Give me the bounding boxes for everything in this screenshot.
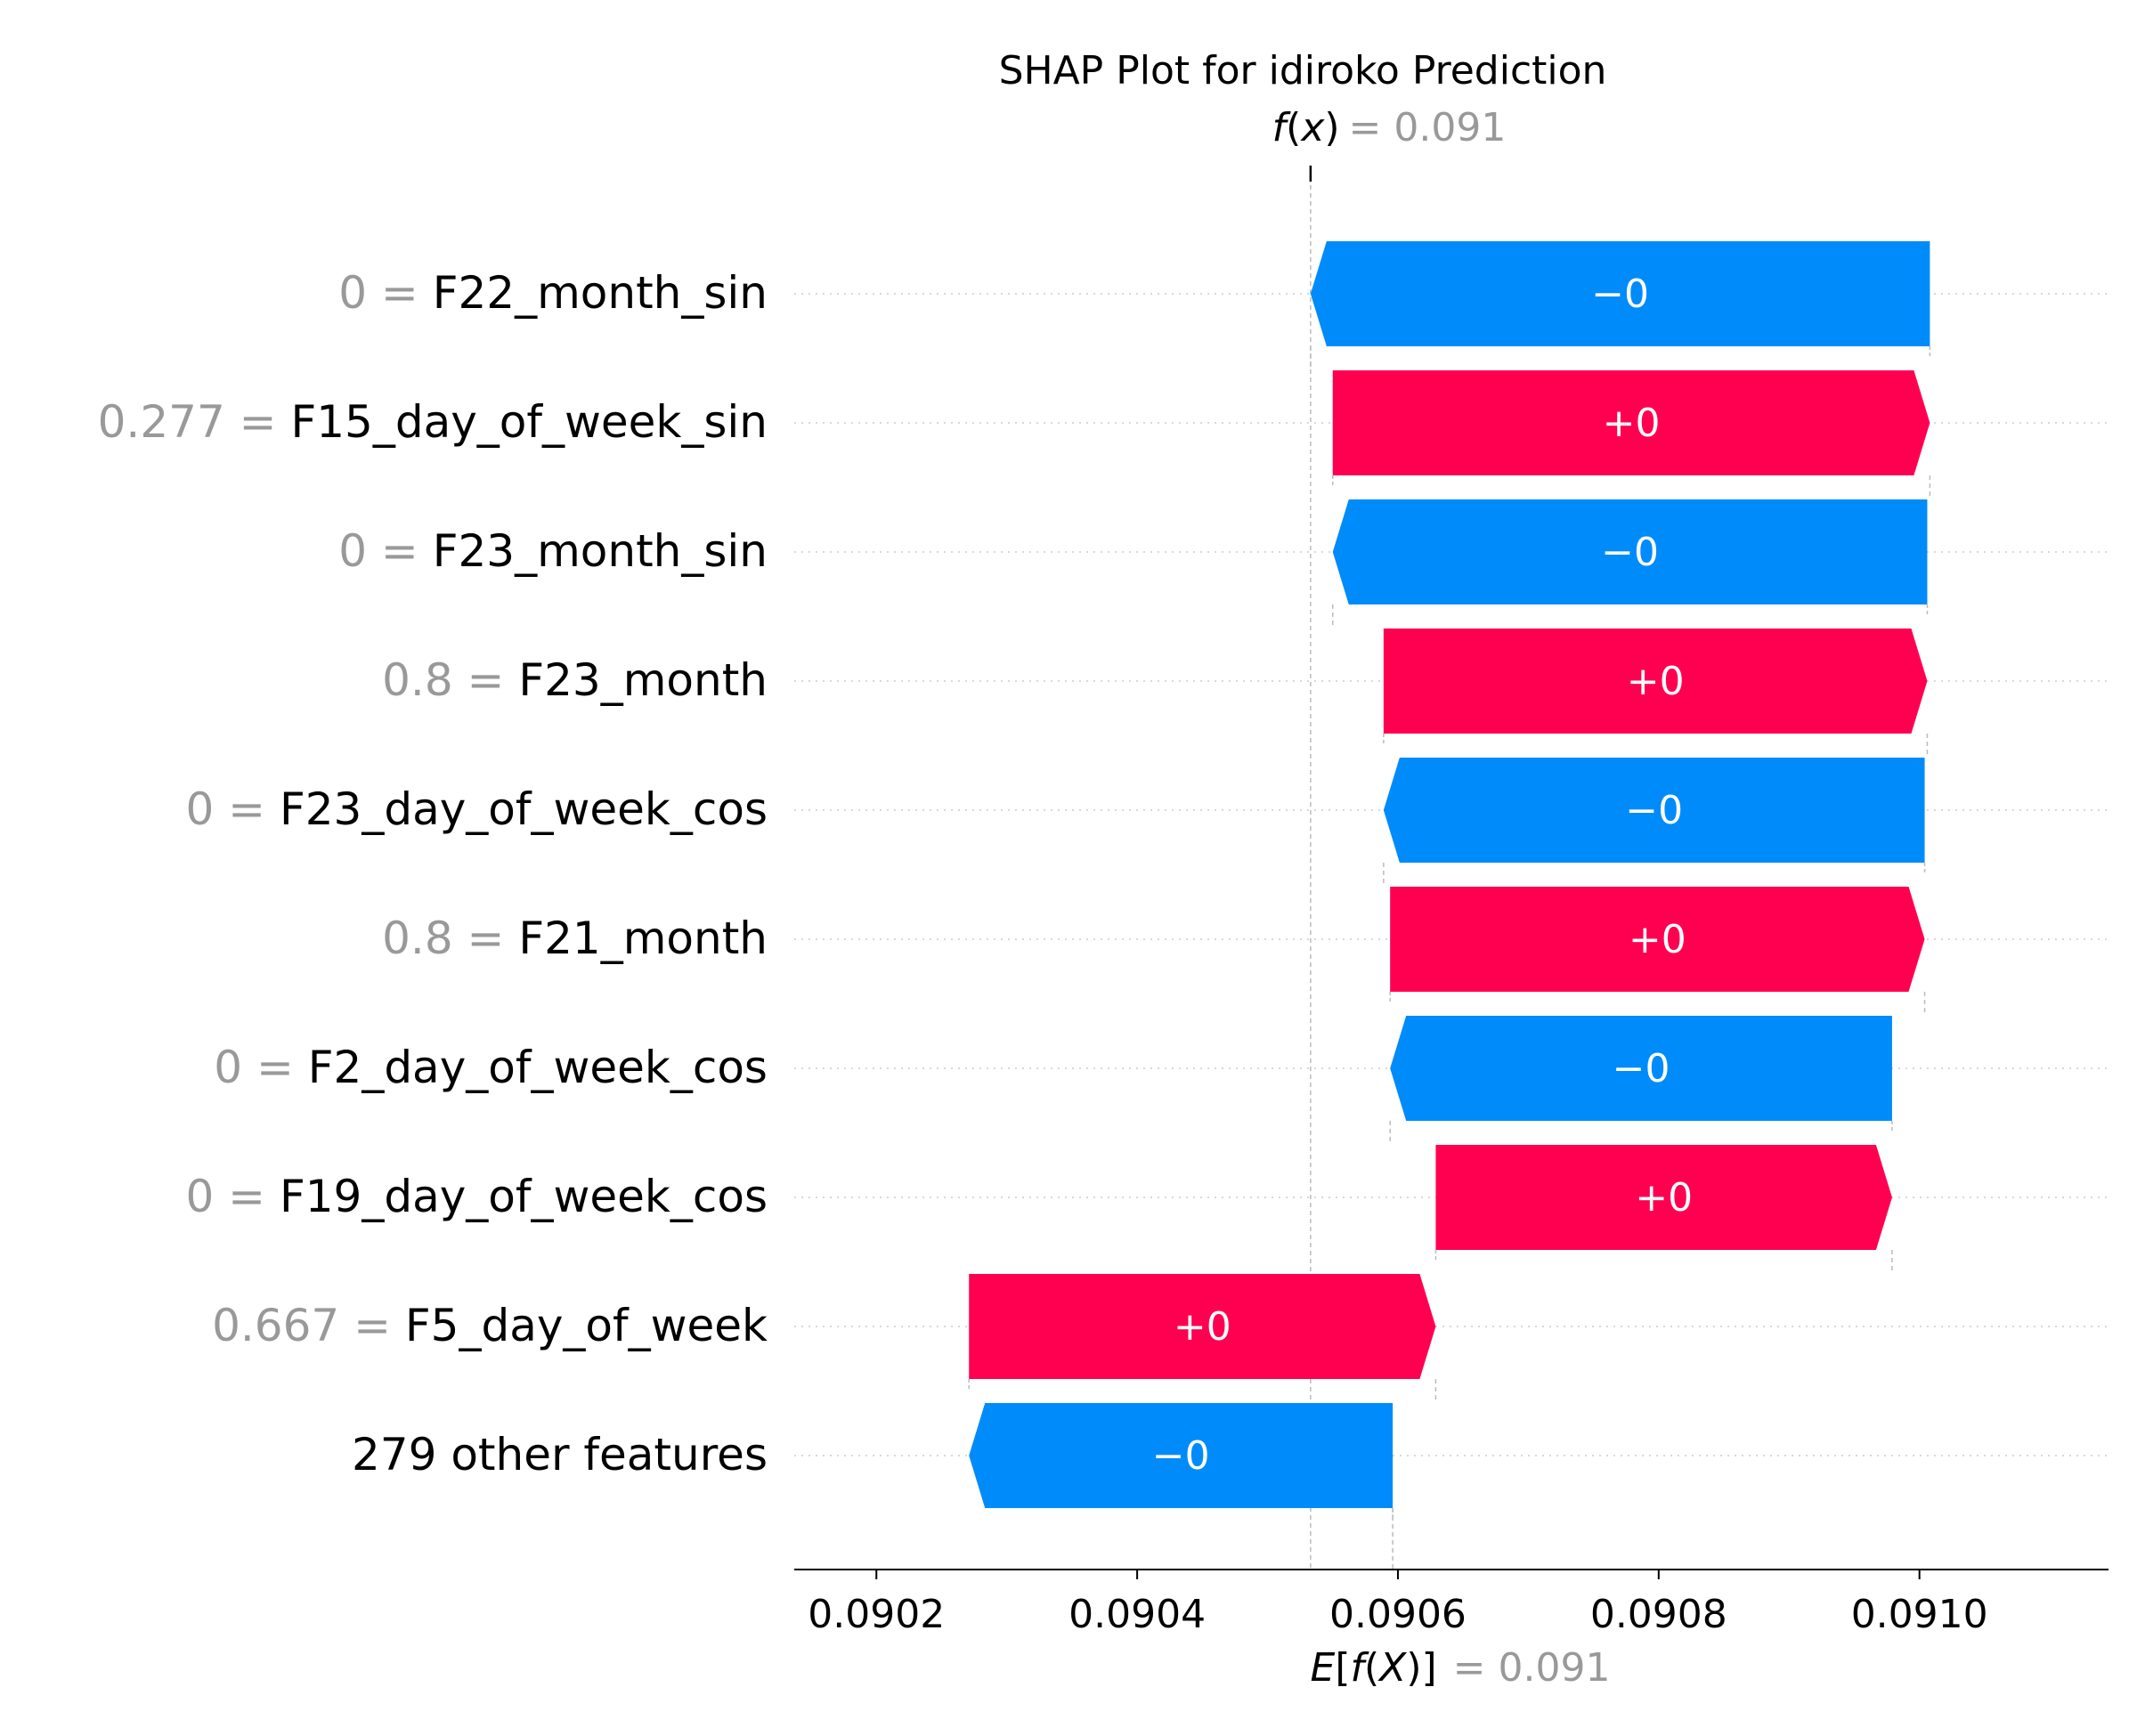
x-tick-label: 0.0906: [1329, 1592, 1467, 1637]
feature-value: 0 =: [338, 525, 433, 577]
efx-label-var: X: [1377, 1645, 1407, 1691]
bar: [969, 1274, 1436, 1379]
efx-value: = 0.091: [1453, 1645, 1611, 1691]
efx-paren-close: ): [1406, 1645, 1421, 1691]
feature-label: 0 = F23_month_sin: [338, 525, 768, 577]
feature-value: 0.8 =: [382, 913, 518, 964]
bar-value-label: −0: [1152, 1433, 1210, 1479]
bar-value-label: +0: [1629, 917, 1686, 962]
feature-name: 279 other features: [352, 1429, 768, 1480]
feature-label: 279 other features: [352, 1429, 768, 1480]
bar: [1310, 241, 1930, 346]
feature-name: F22_month_sin: [433, 267, 768, 319]
feature-value: 0.277 =: [98, 396, 291, 448]
bar: [969, 1403, 1394, 1508]
feature-label: 0 = F22_month_sin: [338, 267, 768, 319]
x-tick-label: 0.0908: [1590, 1592, 1727, 1637]
efx-label: E[f(X)] = 0.091: [1311, 1645, 1611, 1691]
fx-paren-close: ): [1324, 105, 1339, 150]
bar-value-label: −0: [1591, 272, 1649, 317]
fx-label: f(x) = 0.091: [1272, 105, 1507, 150]
bar-value-label: −0: [1613, 1046, 1670, 1091]
feature-label: 0.277 = F15_day_of_week_sin: [98, 396, 768, 448]
bar: [1383, 629, 1928, 734]
bar-value-label: −0: [1625, 788, 1683, 833]
x-tick-label: 0.0904: [1068, 1592, 1206, 1637]
x-axis-ticks: 0.0902 0.0904 0.0906 0.0908 0.0910: [808, 1570, 1988, 1637]
feature-value: 0.8 =: [382, 654, 518, 706]
bar-value-label: +0: [1603, 401, 1661, 446]
svg-text:E[f(X)]= 0.091: E[f(X)] = 0.091: [1311, 1645, 1611, 1691]
feature-name: F2_day_of_week_cos: [308, 1042, 768, 1093]
efx-bracket-close: ]: [1421, 1645, 1436, 1691]
feature-value: 0 =: [338, 267, 433, 319]
bar: [1332, 499, 1928, 604]
feature-name: F15_day_of_week_sin: [290, 396, 768, 448]
bar: [1390, 887, 1925, 992]
feature-name: F21_month: [518, 913, 768, 964]
feature-label: 0 = F23_day_of_week_cos: [185, 783, 768, 835]
bar-value-label: −0: [1601, 530, 1659, 575]
fx-paren-open: (: [1286, 105, 1301, 150]
bar: [1332, 370, 1930, 475]
bar: [1435, 1145, 1892, 1250]
feature-name: F23_day_of_week_cos: [280, 783, 768, 835]
feature-labels: 0 = F22_month_sin 0.277 = F15_day_of_week…: [98, 267, 768, 1480]
bar-value-label: +0: [1627, 659, 1685, 704]
efx-bracket-open: [: [1335, 1645, 1350, 1691]
efx-paren-open: (: [1364, 1645, 1379, 1691]
efx-label-e: E: [1311, 1645, 1336, 1691]
feature-label: 0 = F2_day_of_week_cos: [214, 1042, 768, 1093]
x-tick-label: 0.0910: [1851, 1592, 1988, 1637]
connector-lines: [968, 166, 1931, 1570]
fx-value: = 0.091: [1349, 105, 1507, 150]
feature-value: 0 =: [185, 783, 280, 835]
chart-title: SHAP Plot for idiroko Prediction: [999, 48, 1607, 93]
fx-label-var: x: [1299, 105, 1325, 150]
feature-label: 0 = F19_day_of_week_cos: [185, 1171, 768, 1222]
feature-name: F5_day_of_week: [405, 1300, 768, 1351]
feature-name: F23_month_sin: [433, 525, 768, 577]
feature-name: F19_day_of_week_cos: [280, 1171, 768, 1222]
svg-text:f(x)= 0.091: f(x) = 0.091: [1272, 105, 1507, 150]
feature-name: F23_month: [518, 654, 768, 706]
feature-label: 0.667 = F5_day_of_week: [212, 1300, 768, 1351]
bars: −0 +0 −0 +0 −0 +0 −0 +0 +0 −0: [969, 241, 1930, 1508]
feature-label: 0.8 = F21_month: [382, 913, 768, 964]
bar-value-label: +0: [1635, 1175, 1693, 1221]
feature-value: 0 =: [185, 1171, 280, 1222]
x-tick-label: 0.0902: [808, 1592, 945, 1637]
bar-value-label: +0: [1174, 1304, 1231, 1350]
bar: [1390, 1016, 1892, 1121]
feature-value: 0 =: [214, 1042, 308, 1093]
feature-value: 0.667 =: [212, 1300, 405, 1351]
bar: [1383, 758, 1925, 863]
feature-label: 0.8 = F23_month: [382, 654, 768, 706]
